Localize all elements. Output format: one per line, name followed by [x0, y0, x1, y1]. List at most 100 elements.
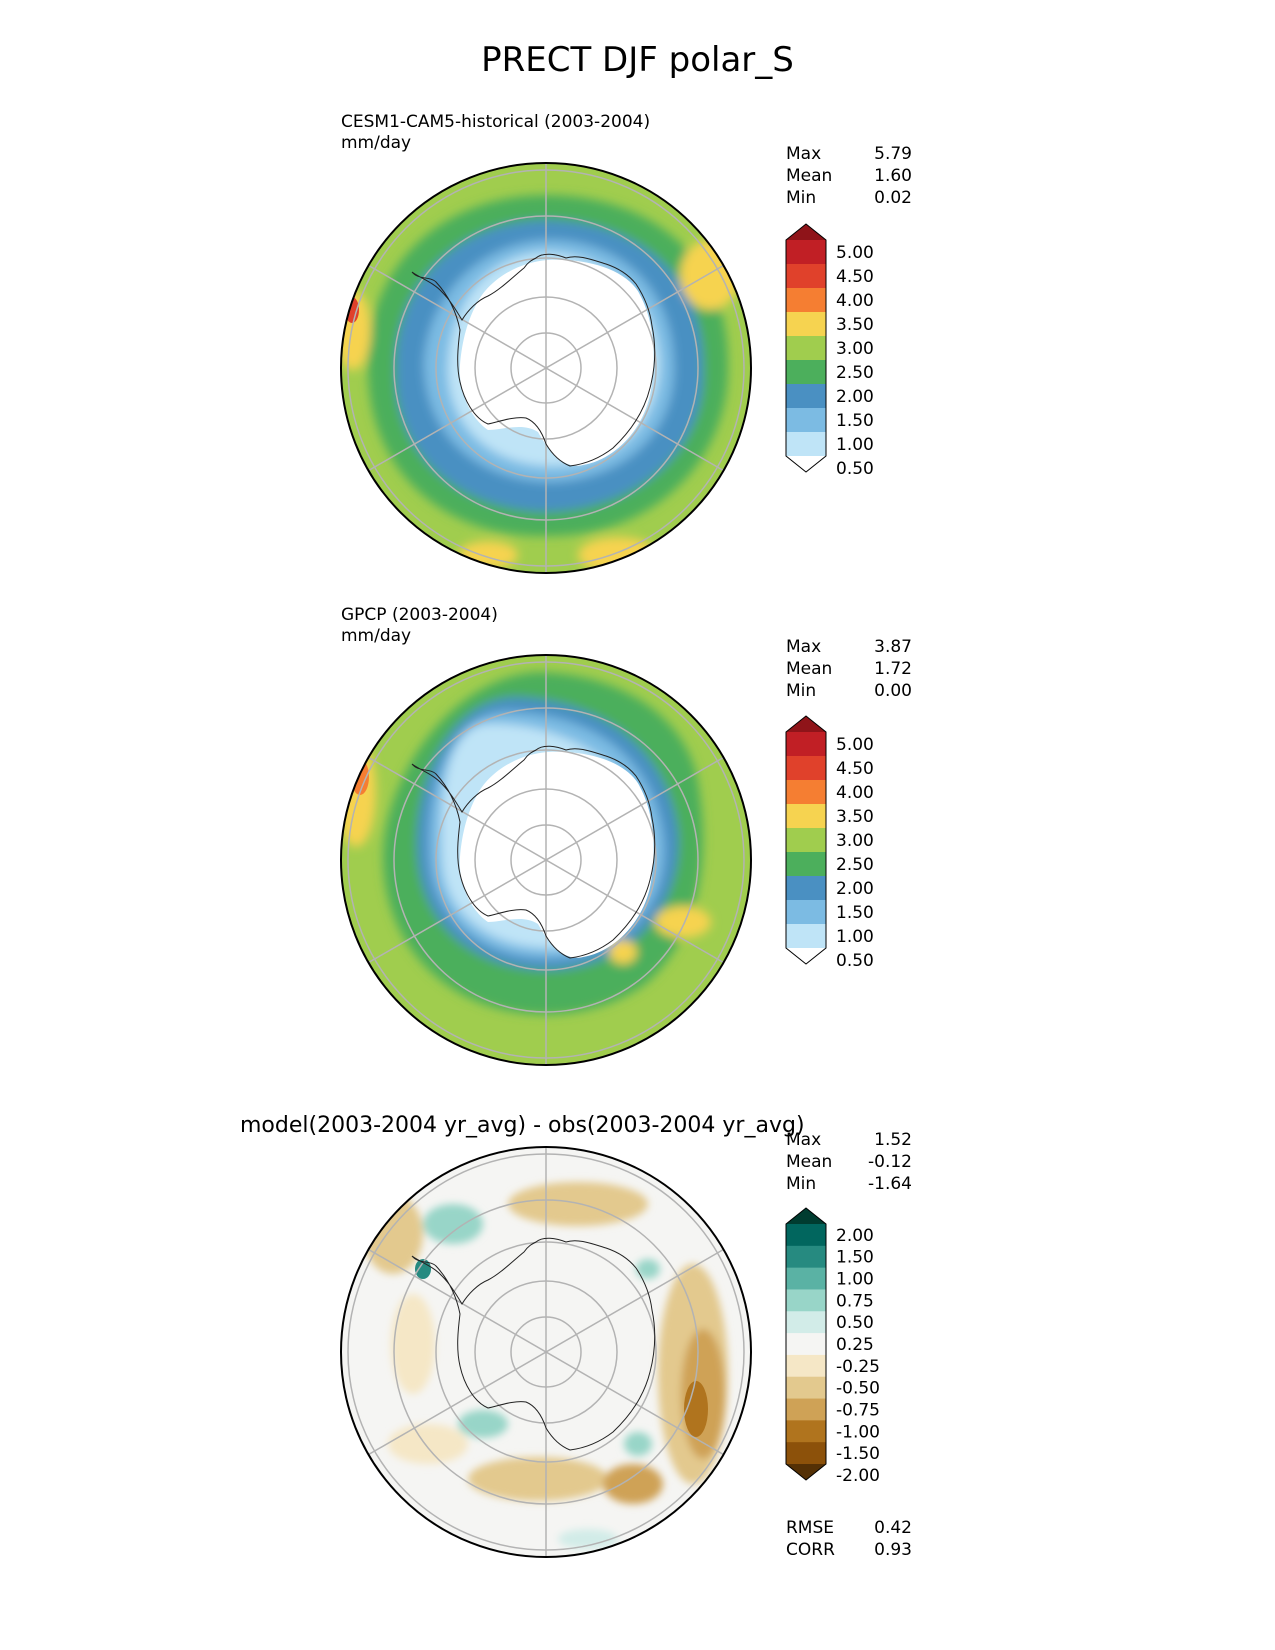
- panel3-colorbar-segment: [786, 1398, 826, 1421]
- panel1-colorbar-tick-label: 3.00: [836, 339, 874, 359]
- panel2-colorbar-segment: [786, 780, 826, 805]
- panel3-colorbar-tick-label: -1.50: [836, 1444, 880, 1464]
- panel3-corr-label: CORR: [786, 1540, 835, 1560]
- panel1-colorbar-extend-bottom: [786, 456, 826, 472]
- panel2-mean-value: 1.72: [874, 659, 912, 679]
- panel1-colorbar-tick-label: 4.50: [836, 267, 874, 287]
- panel3-colorbar-segment: [786, 1267, 826, 1290]
- panel1-min-label: Min: [786, 188, 817, 208]
- panel2-colorbar-tick-label: 1.50: [836, 903, 874, 923]
- panel3-colorbar-outline: [785, 1207, 827, 1481]
- panel3-dry-patch-sw: [388, 1424, 468, 1464]
- panel1-colorbar-tick-label: 5.00: [836, 243, 874, 263]
- panel3-corr-value: 0.93: [874, 1540, 912, 1560]
- panel3-colorbar-tick-label: -0.50: [836, 1379, 880, 1399]
- panel1-colorbar-tick-label: 1.50: [836, 411, 874, 431]
- panel3-wet-patch-nw: [423, 1204, 483, 1244]
- panel1-colorbar-segment: [786, 432, 826, 457]
- panel1-mean-value: 1.60: [874, 166, 912, 186]
- panel1-max-value: 5.79: [874, 144, 912, 164]
- panel1-colorbar-segment: [786, 360, 826, 385]
- panel3-max-label: Max: [786, 1130, 822, 1150]
- panel2-colorbar-segment: [786, 924, 826, 949]
- panel2-min-label: Min: [786, 681, 817, 701]
- panel2-colorbar-tick-label: 3.00: [836, 831, 874, 851]
- panel2-colorbar: 5.00 4.50 4.00 3.50 3.00 2.50 2.00 1.50 1.00 0.50: [785, 715, 874, 971]
- panel2-antarctica-interior: [459, 751, 654, 958]
- panel1-units: mm/day: [341, 133, 412, 153]
- panel3-wet-patch-se: [624, 1432, 652, 1456]
- panel3-wet-patch-bottom: [558, 1529, 618, 1549]
- panel2-colorbar-tick-label: 4.50: [836, 759, 874, 779]
- panel2-title: GPCP (2003-2004): [341, 605, 498, 625]
- panel2-colorbar-tick-label: 1.00: [836, 927, 874, 947]
- panel3-mean-value: -0.12: [868, 1152, 912, 1172]
- panel2-colorbar-extend-top: [786, 716, 826, 732]
- panel3-antarctica-coastline: [411, 1237, 656, 1451]
- panel3-min-value: -1.64: [868, 1174, 912, 1194]
- panel2-max-label: Max: [786, 637, 822, 657]
- panel3-colorbar-extend-bottom: [786, 1464, 826, 1480]
- panel3-colorbar-tick-label: 1.50: [836, 1248, 874, 1268]
- panel1-colorbar-tick-label: 4.00: [836, 291, 874, 311]
- panel3-graticule: [347, 1147, 745, 1557]
- panel3-max-value: 1.52: [874, 1130, 912, 1150]
- panel1-colorbar: 5.00 4.50 4.00 3.50 3.00 2.50 2.00 1.50 1.00 0.50: [785, 223, 874, 479]
- panel3-mean-label: Mean: [786, 1152, 833, 1172]
- panel1-colorbar-segment: [786, 288, 826, 313]
- panel3-colorbar-segment: [786, 1376, 826, 1400]
- panel2-colorbar-tick-label: 5.00: [836, 735, 874, 755]
- panel2-polar-map: [340, 654, 752, 1066]
- panel3-polar-map: [340, 1146, 752, 1558]
- panel2-colorbar-segment: [786, 756, 826, 781]
- panel2-colorbar-segment: [786, 852, 826, 877]
- panel1-colorbar-tick-label: 1.00: [836, 435, 874, 455]
- panel2-colorbar-segment: [786, 804, 826, 829]
- panel1-colorbar-extend-top: [786, 224, 826, 240]
- panel1-colorbar-segment: [786, 312, 826, 337]
- panel3-colorbar-tick-label: -0.25: [836, 1357, 880, 1377]
- panel1-colorbar-segment: [786, 336, 826, 361]
- panel2-colorbar-tick-label: 0.50: [836, 951, 874, 971]
- panel3-dry-patch-s: [468, 1457, 608, 1501]
- panel3-colorbar-segment: [786, 1442, 826, 1465]
- panel1-colorbar-outline: [785, 223, 827, 473]
- panel3-colorbar-tick-label: 0.25: [836, 1335, 874, 1355]
- panel3-wet-patch-ne: [636, 1259, 660, 1279]
- panel3-colorbar-tick-label: 0.50: [836, 1313, 874, 1333]
- panel2-antarctica-coastline: [411, 745, 656, 959]
- panel2-yellow-patch-e: [655, 906, 711, 938]
- panel3-colorbar-segment: [786, 1354, 826, 1378]
- panel3-colorbar-segment: [786, 1311, 826, 1334]
- panel3-strong-dry-core: [684, 1381, 708, 1437]
- panel1-antarctica-coastline: [411, 253, 656, 467]
- panel3-strong-wet-core: [415, 1259, 431, 1279]
- panel3-colorbar-segment: [786, 1420, 826, 1443]
- panel1-antarctica-interior: [459, 259, 654, 466]
- panel3-rmse-label: RMSE: [786, 1518, 835, 1538]
- panel3-dry-patch-w: [391, 1294, 435, 1394]
- panel1-colorbar-segment: [786, 264, 826, 289]
- panel3-title: model(2003-2004 yr_avg) - obs(2003-2004 …: [240, 1113, 805, 1138]
- panel3-rmse-value: 0.42: [874, 1518, 912, 1538]
- panel1-polar-map: [340, 162, 752, 574]
- panel1-graticule: [347, 163, 745, 573]
- panel1-colorbar-tick-label: 3.50: [836, 315, 874, 335]
- panel3-colorbar-tick-label: -2.00: [836, 1466, 880, 1486]
- figure-title: PRECT DJF polar_S: [481, 40, 794, 80]
- panel2-colorbar-tick-label: 4.00: [836, 783, 874, 803]
- panel2-mean-label: Mean: [786, 659, 833, 679]
- panel3-colorbar-tick-label: 2.00: [836, 1226, 874, 1246]
- panel1-colorbar-tick-label: 0.50: [836, 459, 874, 479]
- panel2-colorbar-outline: [785, 715, 827, 965]
- panel3-colorbar-tick-label: 1.00: [836, 1270, 874, 1290]
- panel2-colorbar-segment: [786, 876, 826, 901]
- panel3-colorbar-tick-label: -1.00: [836, 1422, 880, 1442]
- panel1-colorbar-segment: [786, 384, 826, 409]
- panel2-graticule: [347, 655, 745, 1065]
- panel3-colorbar-tick-label: 0.75: [836, 1291, 874, 1311]
- panel2-colorbar-extend-bottom: [786, 948, 826, 964]
- panel3-colorbar-extend-top: [786, 1208, 826, 1224]
- panel1-colorbar-segment: [786, 240, 826, 265]
- panel2-colorbar-segment: [786, 732, 826, 757]
